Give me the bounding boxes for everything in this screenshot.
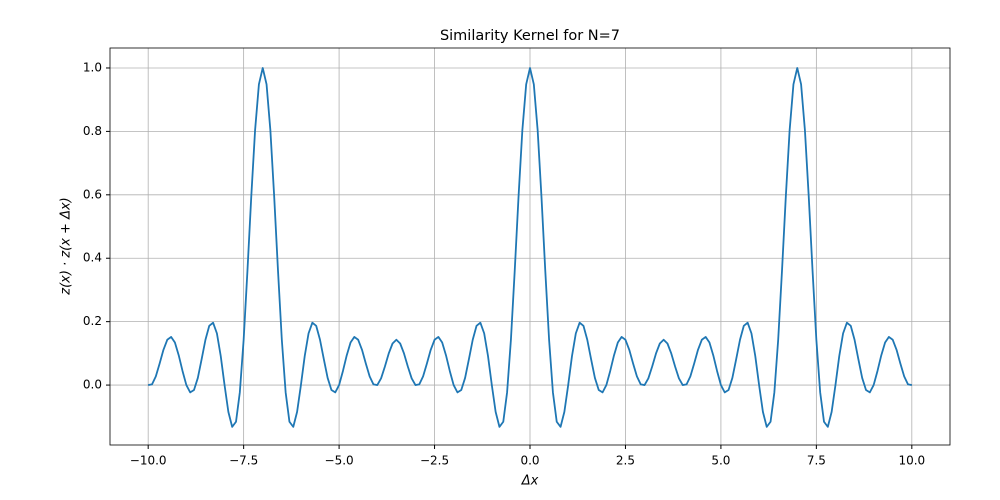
- x-tick-label: −10.0: [130, 454, 167, 468]
- x-tick-label: −5.0: [325, 454, 354, 468]
- y-tick-label: 0.0: [83, 378, 102, 392]
- y-axis-label: z(x) · z(x + Δx): [59, 197, 74, 295]
- y-tick-label: 0.6: [83, 187, 102, 201]
- data-line: [148, 67, 912, 428]
- x-tick-label: −7.5: [229, 454, 258, 468]
- x-tick-label: 2.5: [616, 454, 635, 468]
- x-tick-label: 5.0: [711, 454, 730, 468]
- y-tick-label: 0.4: [83, 251, 102, 265]
- y-tick-label: 0.2: [83, 314, 102, 328]
- x-axis-label: Δx: [521, 474, 539, 489]
- x-tick-label: 0.0: [520, 454, 539, 468]
- y-tick-label: 1.0: [83, 60, 102, 74]
- x-tick-label: 10.0: [898, 454, 925, 468]
- chart-title: Similarity Kernel for N=7: [440, 28, 620, 44]
- plot-frame: [109, 47, 951, 446]
- x-tick-label: −2.5: [420, 454, 449, 468]
- y-tick-label: 0.8: [83, 124, 102, 138]
- x-tick-label: 7.5: [807, 454, 826, 468]
